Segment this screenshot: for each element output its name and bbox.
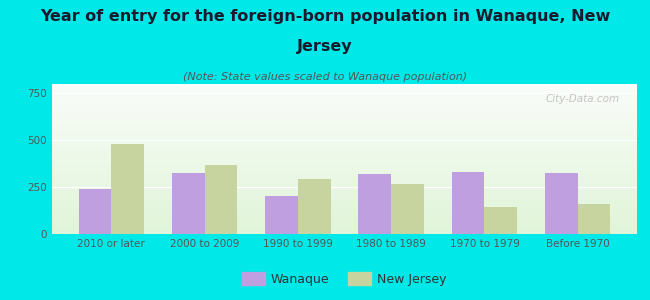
Legend: Wanaque, New Jersey: Wanaque, New Jersey [237, 267, 452, 291]
Bar [484, 207, 517, 234]
Bar [265, 196, 298, 234]
Bar [359, 174, 391, 234]
Text: City-Data.com: City-Data.com [545, 94, 619, 104]
Text: Year of entry for the foreign-born population in Wanaque, New: Year of entry for the foreign-born popul… [40, 9, 610, 24]
Bar [391, 184, 424, 234]
Bar [172, 173, 205, 234]
Text: Jersey: Jersey [297, 39, 353, 54]
Bar [545, 173, 578, 234]
Bar [205, 165, 237, 234]
Text: (Note: State values scaled to Wanaque population): (Note: State values scaled to Wanaque po… [183, 72, 467, 82]
Bar [578, 204, 610, 234]
Bar [79, 189, 111, 234]
Bar [452, 172, 484, 234]
Bar [111, 144, 144, 234]
Bar [298, 179, 330, 234]
